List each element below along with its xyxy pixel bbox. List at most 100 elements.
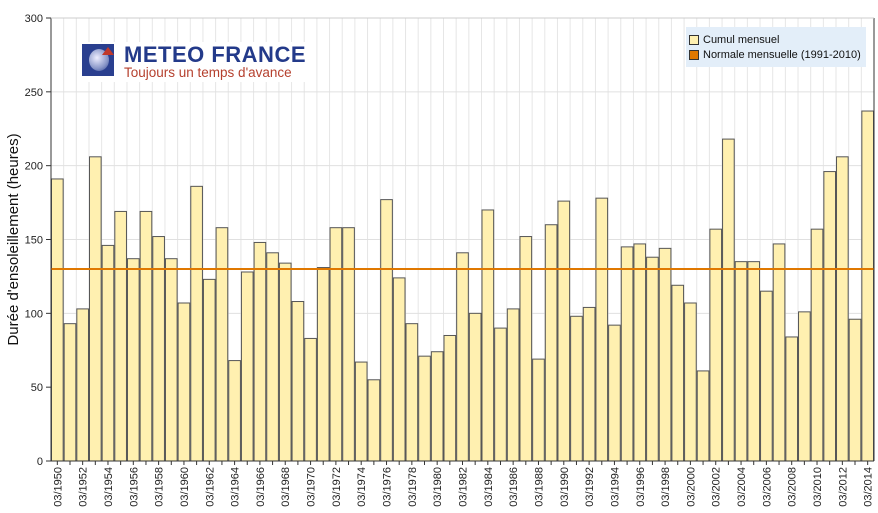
bar-03-1971 (316, 267, 330, 462)
bar-03-2013 (848, 318, 862, 462)
x-tick-label: 03/1966 (255, 467, 267, 507)
x-tick-label: 03/1956 (128, 467, 140, 507)
bar-03-1996 (633, 243, 647, 462)
bar-03-1961 (190, 185, 203, 462)
bar-03-1950 (51, 178, 64, 462)
bar-03-1983 (468, 312, 482, 462)
bar-03-2010 (810, 228, 824, 462)
bar-03-1997 (646, 256, 659, 462)
bar-03-2006 (760, 290, 773, 462)
bar-03-1999 (671, 284, 685, 462)
bar-03-1951 (63, 323, 77, 462)
bar-03-1964 (228, 360, 241, 462)
x-tick-label: 03/2010 (812, 467, 824, 507)
x-tick-label: 03/1952 (78, 467, 90, 507)
bar-03-1990 (557, 200, 571, 462)
x-tick-label: 03/2012 (837, 467, 849, 507)
x-tick-label: 03/1974 (356, 467, 368, 507)
x-tick-label: 03/1988 (533, 467, 545, 507)
x-tick-label: 03/1976 (382, 467, 394, 507)
bar-03-1969 (291, 301, 305, 462)
bar-03-1967 (266, 252, 279, 462)
bar-03-1993 (595, 197, 609, 462)
bar-03-1966 (253, 241, 267, 462)
logo-title: METEO FRANCE (124, 42, 306, 67)
x-tick-label: 03/1994 (609, 467, 621, 507)
bar-03-2004 (734, 261, 748, 462)
bar-03-2003 (722, 138, 735, 462)
bar-03-2005 (747, 261, 761, 462)
x-tick-label: 03/1970 (306, 467, 318, 507)
bar-03-1972 (329, 227, 343, 462)
x-tick-label: 03/2002 (711, 467, 723, 507)
bar-03-1977 (392, 277, 406, 462)
bar-03-1979 (418, 355, 431, 462)
x-tick-label: 03/2014 (863, 467, 875, 507)
x-tick-label: 03/1962 (204, 467, 216, 507)
bar-03-1991 (570, 315, 583, 462)
y-axis-label: Durée d'ensoleillement (heures) (5, 133, 22, 345)
bar-03-1980 (430, 351, 444, 462)
legend-label-cumul: Cumul mensuel (703, 33, 780, 46)
y-tick-label: 0 (37, 456, 43, 468)
x-tick-label: 03/1960 (179, 467, 191, 507)
bar-03-1958 (152, 236, 165, 462)
bar-03-1987 (519, 236, 533, 462)
x-tick-label: 03/1972 (331, 467, 343, 507)
bar-03-1962 (202, 278, 216, 462)
x-tick-label: 03/1992 (584, 467, 596, 507)
legend-swatch-normale (689, 49, 699, 60)
y-tick-label: 100 (25, 308, 43, 320)
bar-03-2007 (772, 243, 786, 462)
y-tick-label: 200 (25, 161, 43, 173)
bar-03-1968 (278, 262, 292, 462)
x-tick-label: 03/1958 (154, 467, 166, 507)
bar-03-2012 (836, 156, 849, 462)
x-tick-label: 03/1984 (483, 467, 495, 507)
legend: Cumul mensuel Normale mensuelle (1991-20… (686, 27, 866, 67)
bar-03-1953 (88, 156, 102, 462)
bar-03-1998 (658, 247, 672, 462)
x-tick-label: 03/2000 (685, 467, 697, 507)
meteo-france-logo: METEO FRANCE Toujours un temps d'avance (80, 42, 314, 82)
x-tick-label: 03/1986 (508, 467, 520, 507)
bar-03-1986 (506, 308, 520, 462)
logo-tagline: Toujours un temps d'avance (124, 65, 292, 80)
bar-03-1982 (456, 252, 469, 462)
bar-03-1974 (354, 361, 368, 462)
bar-03-1985 (494, 327, 507, 462)
bar-03-2011 (823, 171, 837, 462)
bar-03-1954 (101, 244, 115, 462)
bar-03-1976 (380, 199, 393, 462)
bar-03-2014 (861, 110, 874, 462)
bar-03-1960 (177, 302, 191, 462)
x-tick-label: 03/1978 (407, 467, 419, 507)
x-tick-label: 03/2008 (787, 467, 799, 507)
y-tick-label: 300 (25, 13, 43, 25)
legend-swatch-cumul (689, 34, 699, 45)
x-tick-label: 03/1996 (635, 467, 647, 507)
bar-03-1978 (405, 323, 419, 462)
bar-03-2001 (696, 370, 710, 462)
bar-03-2002 (709, 228, 723, 462)
y-tick-label: 50 (31, 382, 43, 394)
bar-03-1992 (582, 306, 596, 462)
bar-03-2009 (798, 311, 811, 462)
bar-03-1981 (443, 334, 457, 462)
bar-03-1975 (367, 379, 381, 462)
bar-03-1955 (114, 210, 127, 462)
x-tick-label: 03/1990 (559, 467, 571, 507)
x-tick-label: 03/1998 (660, 467, 672, 507)
x-tick-label: 03/1980 (432, 467, 444, 507)
bar-03-1963 (215, 227, 229, 462)
bar-03-1957 (139, 210, 153, 462)
legend-label-normale: Normale mensuelle (1991-2010) (703, 48, 861, 61)
x-tick-label: 03/1964 (230, 467, 242, 507)
x-tick-label: 03/1954 (103, 467, 115, 507)
y-tick-label: 150 (25, 235, 43, 247)
bar-03-1959 (164, 258, 178, 462)
bar-03-2000 (684, 302, 697, 462)
x-tick-label: 03/1982 (458, 467, 470, 507)
bar-03-1952 (76, 308, 89, 462)
